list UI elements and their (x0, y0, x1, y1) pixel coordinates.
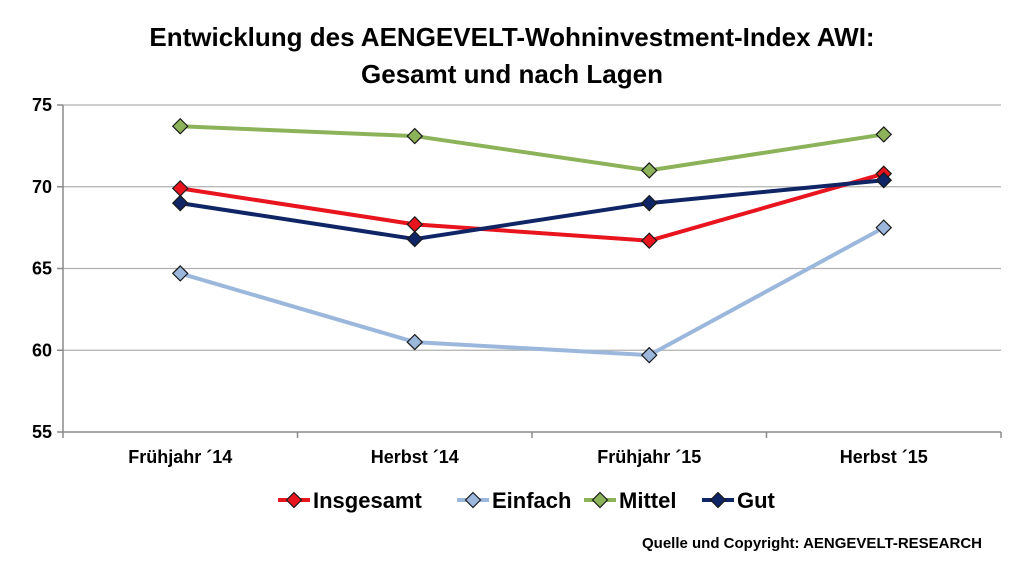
data-point-insgesamt-1 (171, 180, 189, 197)
data-point-gut-4 (875, 171, 893, 189)
y-tick-label-60: 60 (32, 340, 52, 360)
series-group (171, 117, 893, 364)
series-insgesamt (171, 165, 893, 250)
data-point-mittel-2 (406, 127, 424, 145)
data-point-gut-1 (171, 194, 189, 212)
series-einfach (171, 219, 893, 364)
data-point-einfach-1 (171, 265, 189, 282)
legend-label-gut: Gut (737, 488, 776, 513)
data-point-insgesamt-3 (640, 232, 658, 250)
x-tick-label-3: Frühjahr ´15 (597, 447, 701, 467)
y-tick-label-55: 55 (32, 422, 52, 442)
gridlines (63, 104, 1001, 351)
legend-item-insgesamt: Insgesamt (278, 488, 422, 513)
legend-label-einfach: Einfach (492, 488, 571, 513)
y-tick-label-65: 65 (32, 259, 52, 279)
data-point-einfach-4 (875, 219, 893, 236)
legend-item-gut: Gut (702, 488, 776, 513)
data-point-einfach-3 (640, 346, 658, 364)
series-gut (171, 171, 893, 248)
legend-item-einfach: Einfach (457, 488, 571, 513)
legend-marker-gut (709, 491, 727, 509)
data-point-mittel-4 (875, 126, 893, 143)
legend-item-mittel: Mittel (584, 488, 676, 513)
series-mittel (171, 117, 893, 179)
x-tick-label-1: Frühjahr ´14 (128, 447, 232, 467)
legend: Insgesamt Einfach Mittel Gut (278, 488, 776, 513)
chart-title-line-1: Entwicklung des AENGEVELT-Wohninvestment… (149, 22, 874, 52)
x-tick-label-4: Herbst ´15 (840, 447, 928, 467)
legend-marker-einfach (464, 491, 482, 509)
y-tick-label-70: 70 (32, 177, 52, 197)
legend-label-insgesamt: Insgesamt (313, 488, 422, 513)
data-point-gut-3 (640, 194, 658, 212)
series-line-gut (178, 178, 886, 242)
data-point-insgesamt-2 (406, 216, 424, 233)
legend-marker-mittel (591, 491, 609, 509)
x-axis-ticks: Frühjahr ´14 Herbst ´14 Frühjahr ´15 Herbst… (128, 447, 928, 467)
y-axis-ticks: 55 60 65 70 75 (32, 95, 52, 442)
source-note: Quelle und Copyright: AENGEVELT-RESEARCH (642, 535, 982, 552)
data-point-mittel-3 (640, 162, 658, 179)
legend-marker-insgesamt (285, 491, 303, 509)
series-line-einfach (178, 225, 886, 358)
axes (57, 104, 1002, 438)
chart-title-line-2: Gesamt und nach Lagen (361, 59, 663, 89)
y-tick-label-75: 75 (32, 95, 52, 115)
data-point-gut-2 (406, 230, 424, 248)
data-point-mittel-1 (171, 117, 189, 135)
series-line-insgesamt (178, 171, 886, 243)
legend-label-mittel: Mittel (619, 488, 676, 513)
x-tick-label-2: Herbst ´14 (371, 447, 459, 467)
series-line-mittel (178, 124, 886, 173)
data-point-einfach-2 (406, 333, 424, 351)
